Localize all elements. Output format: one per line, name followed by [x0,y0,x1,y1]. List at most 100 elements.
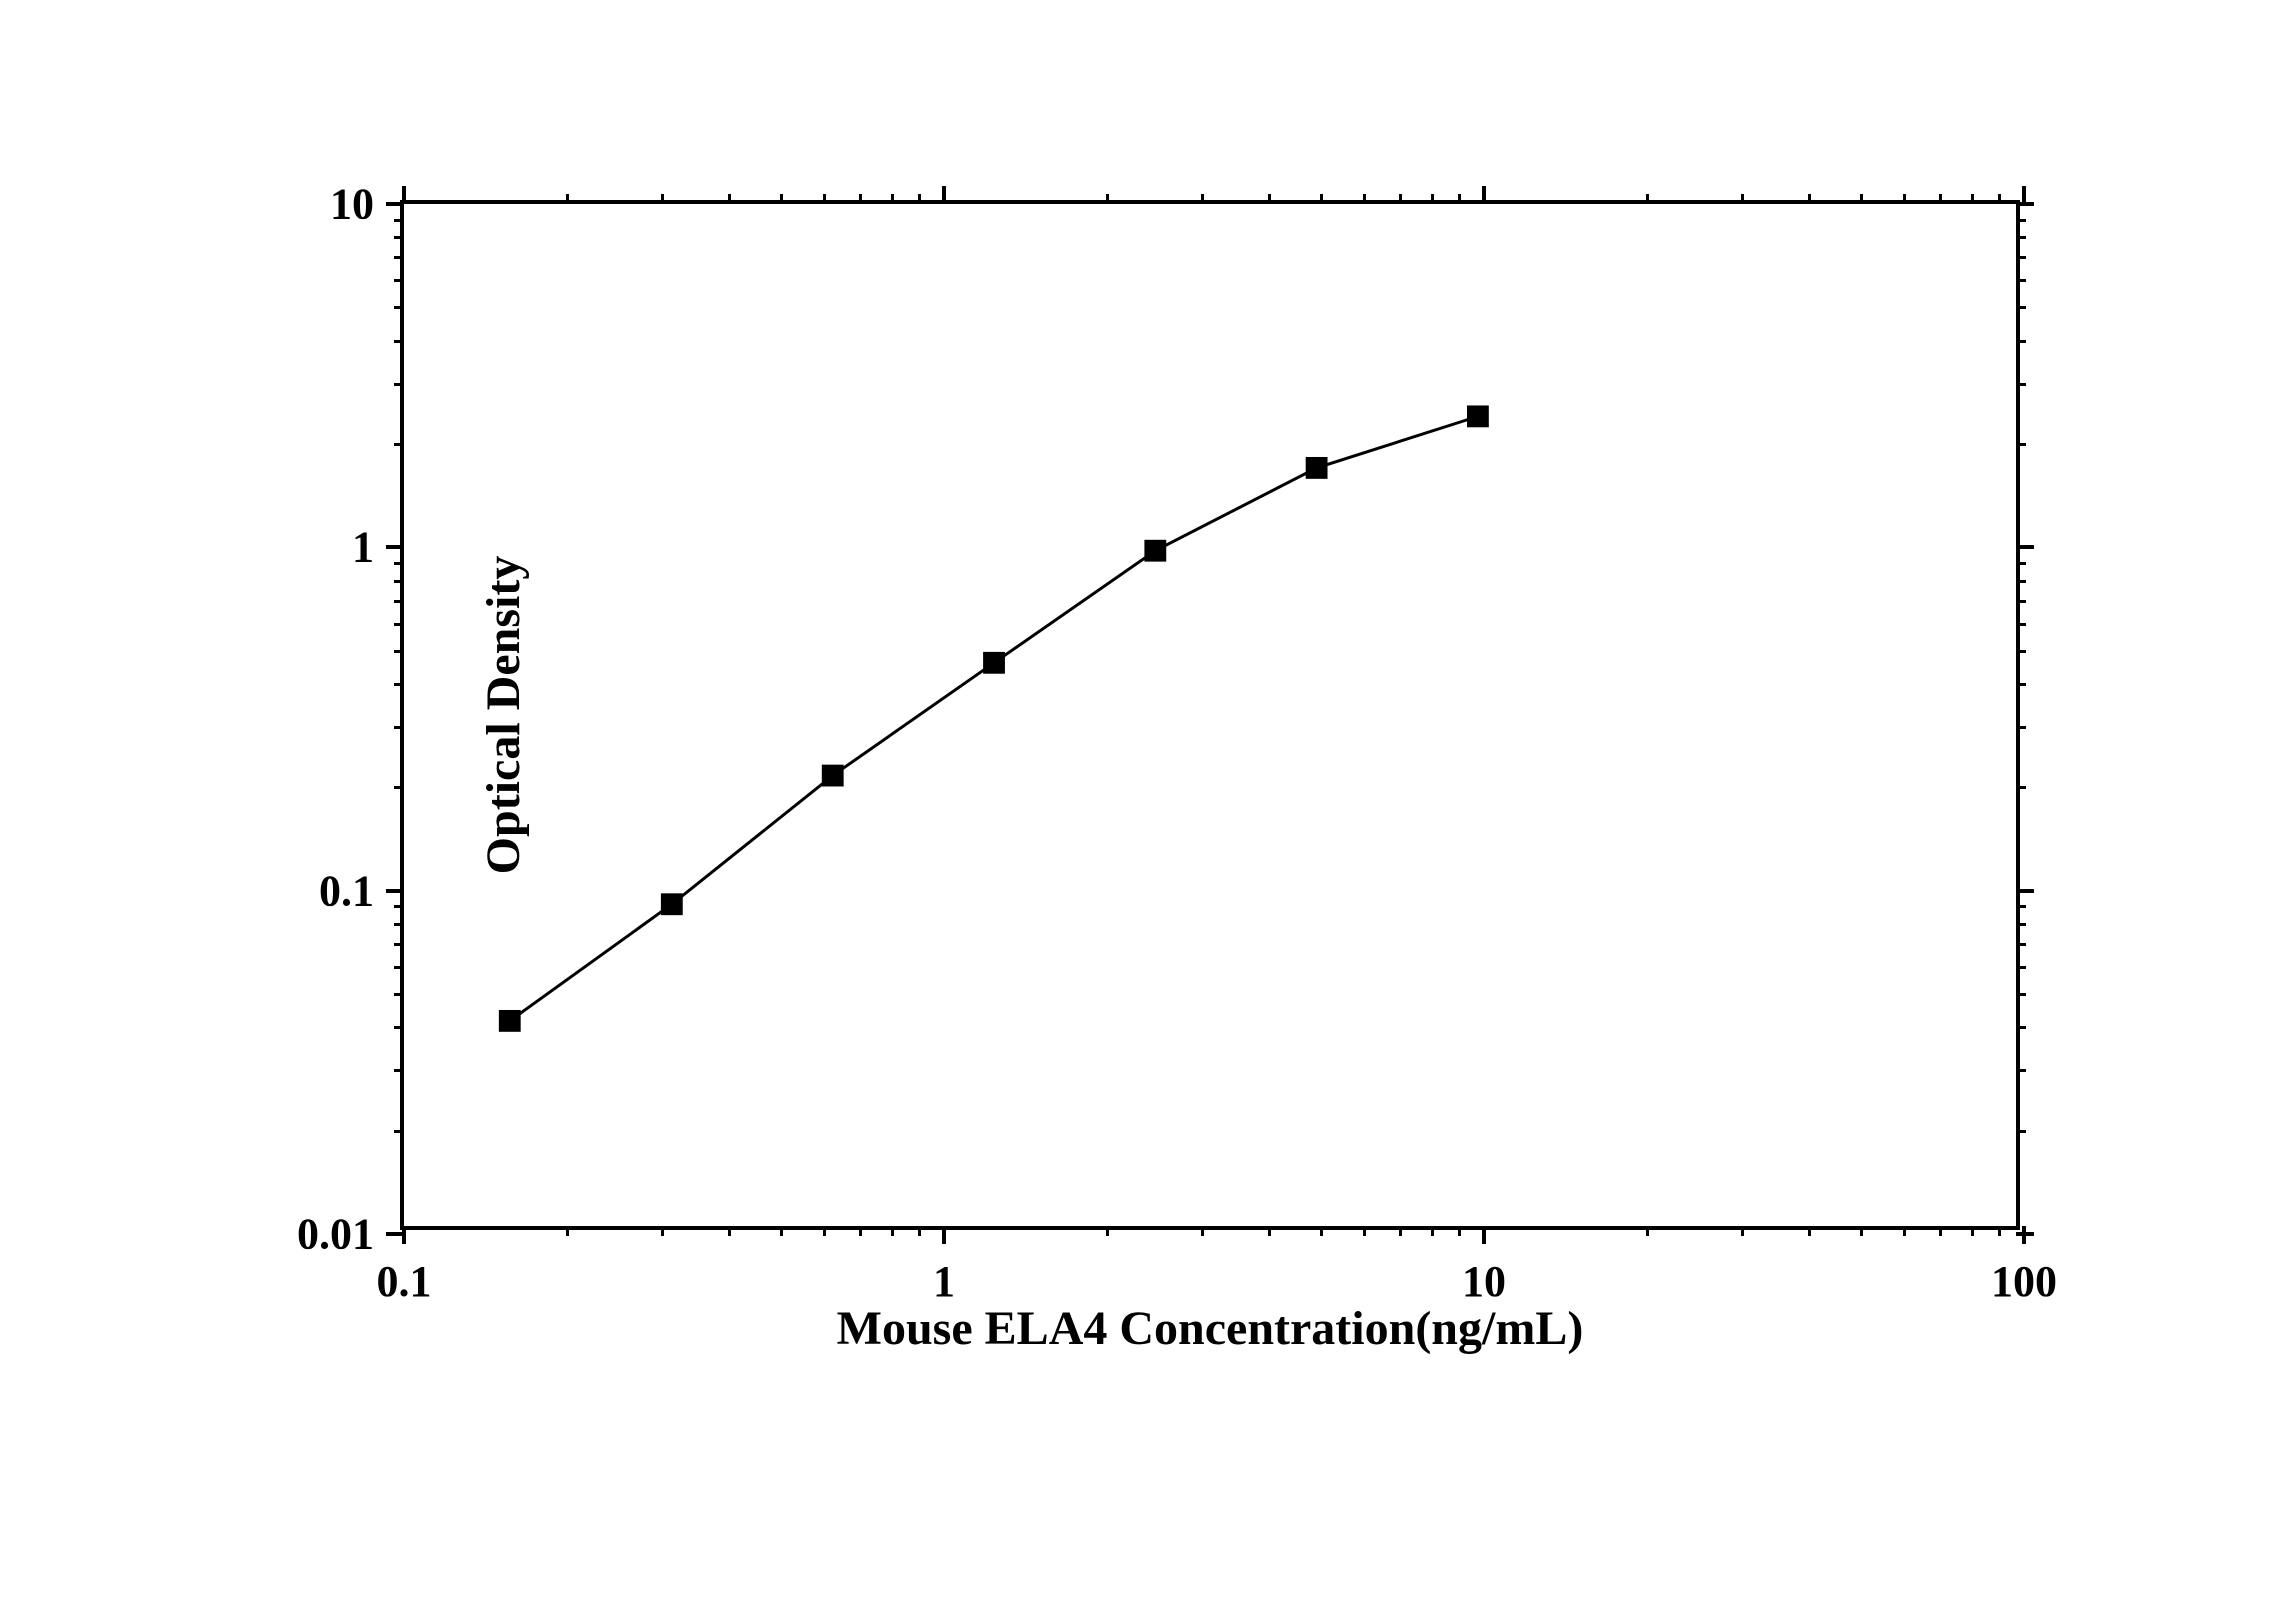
y-minor-tick [2016,966,2026,969]
y-minor-tick [394,236,404,239]
x-major-tick [2022,1226,2026,1244]
x-minor-tick [859,194,862,204]
x-minor-tick [1646,194,1649,204]
x-major-tick [402,1226,406,1244]
y-minor-tick [394,580,404,583]
x-minor-tick [1939,1226,1942,1236]
x-minor-tick [661,194,664,204]
x-minor-tick [823,1226,826,1236]
x-minor-tick [1998,194,2001,204]
y-minor-tick [394,443,404,446]
y-minor-tick [2016,600,2026,603]
x-minor-tick [728,194,731,204]
x-minor-tick [891,1226,894,1236]
x-minor-tick [823,194,826,204]
y-minor-tick [2016,443,2026,446]
y-minor-tick [2016,383,2026,386]
x-minor-tick [1971,194,1974,204]
chart-svg [404,204,2016,1226]
x-minor-tick [918,194,921,204]
data-marker [499,1010,521,1032]
y-minor-tick [2016,236,2026,239]
y-minor-tick [394,966,404,969]
x-tick-label: 0.1 [377,1256,432,1307]
x-minor-tick [1106,1226,1109,1236]
data-marker [1144,540,1166,562]
y-minor-tick [394,600,404,603]
y-minor-tick [2016,683,2026,686]
y-minor-tick [394,650,404,653]
x-minor-tick [1399,1226,1402,1236]
x-minor-tick [859,1226,862,1236]
x-minor-tick [1903,194,1906,204]
y-minor-tick [394,993,404,996]
y-minor-tick [2016,340,2026,343]
x-major-tick [1482,1226,1486,1244]
y-minor-tick [2016,256,2026,259]
y-minor-tick [2016,905,2026,908]
x-minor-tick [1741,1226,1744,1236]
x-minor-tick [1320,194,1323,204]
y-major-tick [2016,889,2034,893]
x-minor-tick [1808,1226,1811,1236]
y-minor-tick [394,562,404,565]
x-minor-tick [1431,1226,1434,1236]
data-marker [983,652,1005,674]
y-major-tick [2016,545,2034,549]
y-minor-tick [394,219,404,222]
x-minor-tick [1201,194,1204,204]
y-minor-tick [2016,1069,2026,1072]
x-major-tick [942,1226,946,1244]
x-minor-tick [1971,1226,1974,1236]
y-tick-label: 1 [352,522,374,573]
data-marker [1306,457,1328,479]
x-minor-tick [1903,1226,1906,1236]
x-minor-tick [1458,1226,1461,1236]
y-tick-label: 10 [330,179,374,230]
y-tick-label: 0.01 [297,1209,374,1260]
x-minor-tick [1431,194,1434,204]
y-minor-tick [394,256,404,259]
x-tick-label: 10 [1462,1256,1506,1307]
y-minor-tick [394,786,404,789]
x-minor-tick [566,1226,569,1236]
x-minor-tick [891,194,894,204]
data-marker [1467,405,1489,427]
y-minor-tick [394,623,404,626]
y-minor-tick [394,923,404,926]
y-major-tick [386,889,404,893]
y-minor-tick [2016,306,2026,309]
y-minor-tick [2016,580,2026,583]
x-minor-tick [1808,194,1811,204]
x-minor-tick [1106,194,1109,204]
y-minor-tick [2016,650,2026,653]
y-minor-tick [2016,279,2026,282]
y-minor-tick [394,1026,404,1029]
x-minor-tick [1998,1226,2001,1236]
y-minor-tick [394,340,404,343]
x-axis-label: Mouse ELA4 Concentration(ng/mL) [837,1301,1584,1356]
y-minor-tick [394,1069,404,1072]
x-minor-tick [728,1226,731,1236]
y-minor-tick [394,279,404,282]
x-minor-tick [1363,1226,1366,1236]
y-minor-tick [394,383,404,386]
y-tick-label: 0.1 [319,865,374,916]
y-minor-tick [2016,1130,2026,1133]
x-minor-tick [1201,1226,1204,1236]
y-minor-tick [2016,562,2026,565]
x-tick-label: 1 [933,1256,955,1307]
y-minor-tick [394,1130,404,1133]
x-minor-tick [1860,1226,1863,1236]
chart-container: Optical Density Mouse ELA4 Concentration… [280,180,2080,1380]
y-minor-tick [394,726,404,729]
x-minor-tick [1939,194,1942,204]
x-minor-tick [1320,1226,1323,1236]
x-minor-tick [1646,1226,1649,1236]
x-minor-tick [1741,194,1744,204]
y-minor-tick [394,683,404,686]
y-minor-tick [2016,726,2026,729]
x-minor-tick [566,194,569,204]
x-major-tick [402,186,406,204]
y-minor-tick [394,943,404,946]
